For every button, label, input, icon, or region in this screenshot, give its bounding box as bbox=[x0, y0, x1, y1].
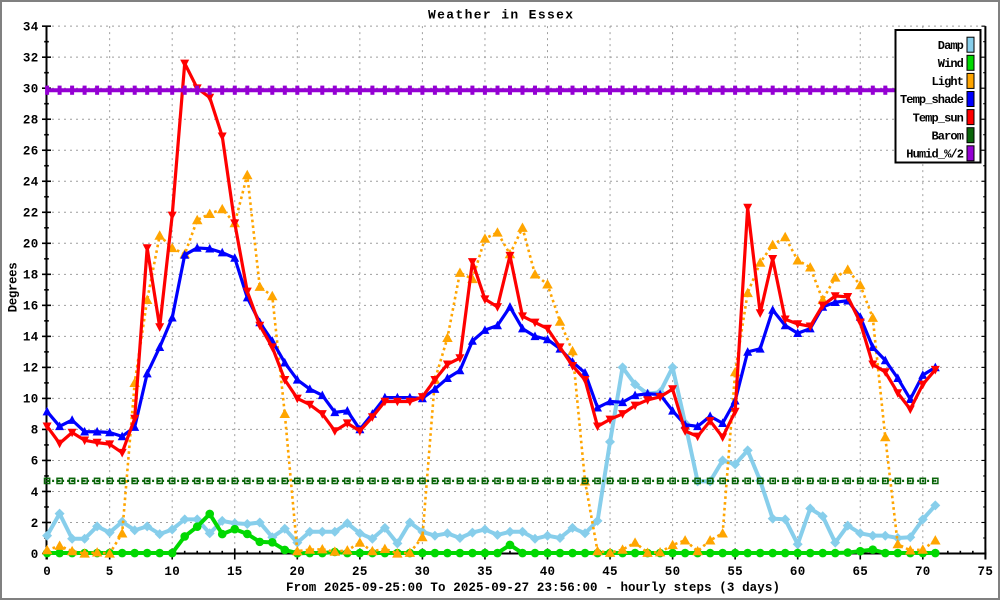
svg-text:0: 0 bbox=[43, 565, 51, 579]
svg-text:70: 70 bbox=[915, 565, 931, 579]
svg-text:65: 65 bbox=[852, 565, 868, 579]
svg-text:0: 0 bbox=[31, 548, 39, 562]
svg-text:20: 20 bbox=[23, 238, 39, 252]
svg-text:From 2025-09-25:00 To 2025-09-: From 2025-09-25:00 To 2025-09-27 23:56:0… bbox=[286, 581, 780, 595]
svg-text:Temp_shade: Temp_shade bbox=[900, 93, 964, 107]
svg-text:30: 30 bbox=[415, 565, 431, 579]
svg-text:22: 22 bbox=[23, 207, 39, 221]
svg-text:32: 32 bbox=[23, 52, 39, 66]
svg-text:Humid_%/2: Humid_%/2 bbox=[906, 148, 963, 162]
svg-text:16: 16 bbox=[23, 300, 39, 314]
svg-text:40: 40 bbox=[540, 565, 556, 579]
svg-text:Wind: Wind bbox=[938, 57, 964, 71]
svg-text:30: 30 bbox=[23, 83, 39, 97]
svg-text:45: 45 bbox=[602, 565, 618, 579]
svg-text:Temp_sun: Temp_sun bbox=[913, 111, 964, 125]
svg-text:10: 10 bbox=[23, 393, 39, 407]
svg-text:12: 12 bbox=[23, 362, 39, 376]
svg-text:34: 34 bbox=[23, 21, 39, 35]
svg-text:10: 10 bbox=[164, 565, 180, 579]
svg-text:28: 28 bbox=[23, 114, 39, 128]
svg-text:18: 18 bbox=[23, 269, 39, 283]
svg-text:26: 26 bbox=[23, 145, 39, 159]
svg-text:55: 55 bbox=[727, 565, 743, 579]
svg-text:24: 24 bbox=[23, 176, 39, 190]
svg-text:8: 8 bbox=[31, 424, 39, 438]
svg-text:15: 15 bbox=[227, 565, 243, 579]
svg-text:5: 5 bbox=[106, 565, 114, 579]
svg-text:Barom: Barom bbox=[931, 129, 963, 143]
svg-text:75: 75 bbox=[978, 565, 994, 579]
svg-text:4: 4 bbox=[31, 486, 39, 500]
svg-text:Damp: Damp bbox=[938, 39, 964, 53]
svg-text:14: 14 bbox=[23, 331, 39, 345]
svg-text:25: 25 bbox=[352, 565, 368, 579]
svg-text:Light: Light bbox=[931, 75, 963, 89]
svg-text:2: 2 bbox=[31, 517, 39, 531]
svg-text:20: 20 bbox=[289, 565, 305, 579]
svg-text:Degrees: Degrees bbox=[7, 263, 21, 313]
svg-text:6: 6 bbox=[31, 455, 39, 469]
svg-text:50: 50 bbox=[665, 565, 681, 579]
svg-text:Weather in Essex: Weather in Essex bbox=[428, 8, 574, 23]
svg-text:35: 35 bbox=[477, 565, 493, 579]
svg-text:60: 60 bbox=[790, 565, 806, 579]
